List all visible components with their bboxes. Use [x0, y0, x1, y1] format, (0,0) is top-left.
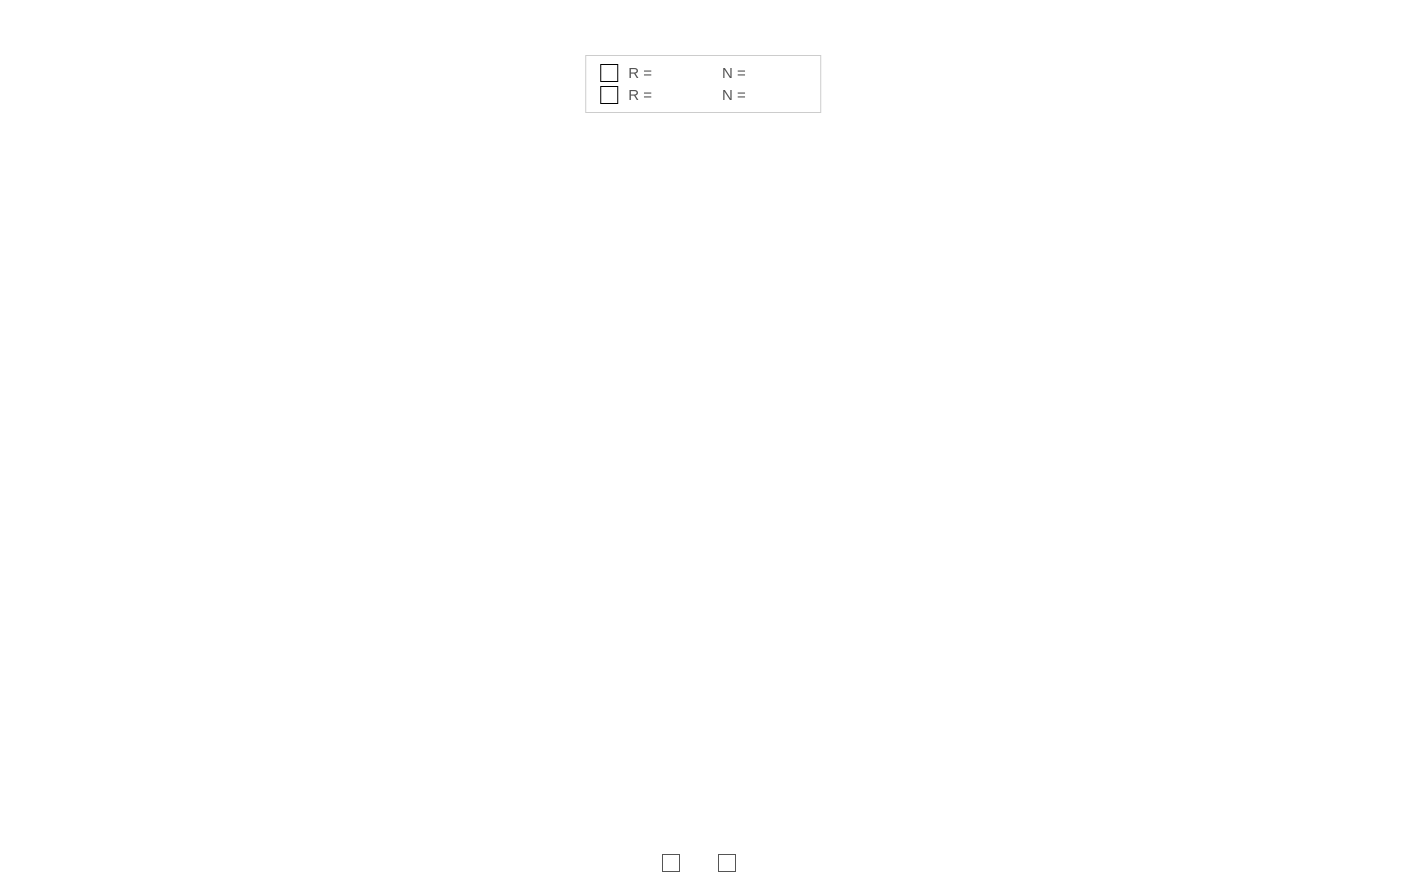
legend-swatch-1: [662, 854, 680, 872]
n-label: N =: [722, 65, 746, 82]
swatch-series-1: [600, 64, 618, 82]
scatter-plot: [50, 50, 1386, 840]
stats-legend: R = N = R = N =: [585, 55, 821, 113]
legend-item-2: [718, 854, 744, 872]
swatch-series-2: [600, 86, 618, 104]
stats-row-series-2: R = N =: [600, 84, 806, 106]
legend-swatch-2: [718, 854, 736, 872]
n-label: N =: [722, 87, 746, 104]
stats-row-series-1: R = N =: [600, 62, 806, 84]
r-label: R =: [628, 87, 652, 104]
chart-canvas: [50, 50, 1386, 840]
series-legend: [662, 854, 744, 872]
r-label: R =: [628, 65, 652, 82]
legend-item-1: [662, 854, 688, 872]
